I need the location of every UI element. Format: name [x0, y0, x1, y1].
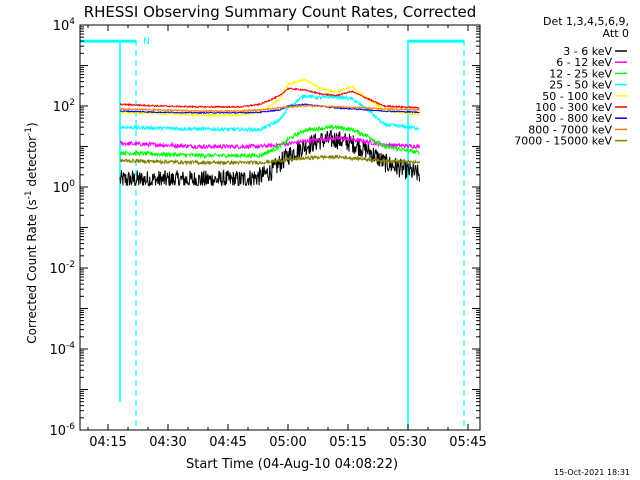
x-tick-label: 04:30	[149, 435, 186, 450]
x-tick-label: 05:15	[329, 435, 366, 450]
legend-label: 300 - 800 keV	[535, 112, 612, 125]
y-tick-label: 102	[53, 98, 75, 115]
legend-label: 800 - 7000 keV	[528, 123, 612, 136]
x-tick-label: 04:45	[209, 435, 246, 450]
y-tick-label: 10-2	[49, 260, 75, 277]
x-tick-label: 05:45	[449, 435, 486, 450]
legend-header-line2: Att 0	[603, 27, 629, 40]
series-lines	[119, 77, 421, 188]
legend-label: 50 - 100 keV	[542, 90, 612, 103]
y-label-exp1: -1	[24, 190, 34, 199]
legend-label: 7000 - 15000 keV	[514, 135, 612, 148]
y-label-suffix: )	[25, 122, 39, 127]
y-tick-label: 10-6	[49, 422, 75, 439]
legend-label: 3 - 6 keV	[563, 45, 612, 58]
y-tick-exponent: 4	[69, 17, 75, 27]
legend-label: 25 - 50 keV	[549, 79, 612, 92]
legend-label: 100 - 300 keV	[535, 101, 612, 114]
y-axis-label: Corrected Count Rate (s-1 detector-1)	[24, 122, 39, 343]
y-tick-exponent: -4	[66, 341, 75, 351]
series-300-800-kevline	[119, 103, 420, 115]
y-tick-base: 10	[49, 343, 66, 358]
flag-label: N	[143, 37, 150, 47]
series-800-7000-kevline	[119, 104, 420, 114]
y-tick-base: 10	[53, 181, 70, 196]
y-tick-exponent: 0	[69, 179, 75, 189]
y-label-exp2: -1	[24, 127, 34, 136]
y-tick-exponent: -6	[66, 422, 75, 432]
y-tick-base: 10	[53, 100, 70, 115]
y-tick-label: 104	[53, 17, 76, 34]
y-tick-base: 10	[49, 424, 66, 439]
y-tick-exponent: -2	[66, 260, 75, 270]
legend-label: 6 - 12 keV	[556, 56, 612, 69]
y-label-prefix: Corrected Count Rate (s	[25, 199, 39, 343]
series-6-12-kevline	[119, 134, 421, 150]
x-axis-label: Start Time (04-Aug-10 04:08:22)	[186, 457, 398, 472]
observation-markers: N	[80, 37, 465, 430]
x-tick-label: 05:00	[269, 435, 306, 450]
series-3-6-kevline	[119, 130, 421, 188]
x-tick-label: 04:15	[89, 435, 126, 450]
y-tick-base: 10	[53, 19, 70, 34]
footer-timestamp: 15-Oct-2021 18:31	[554, 468, 630, 477]
y-tick-exponent: 2	[69, 98, 75, 108]
y-tick-label: 100	[53, 179, 76, 196]
legend-header-line1: Det 1,3,4,5,6,9,	[543, 15, 629, 28]
axis-ticks: 04:15 04:30 04:45 05:00 05:15 05:30 05:4510-61…	[49, 17, 486, 450]
y-tick-base: 10	[49, 262, 66, 277]
legend-label: 12 - 25 keV	[549, 67, 612, 80]
chart-title: RHESSI Observing Summary Count Rates, Co…	[84, 3, 477, 21]
x-tick-label: 05:30	[389, 435, 426, 450]
series-100-300-kevline	[119, 86, 420, 110]
y-label-mid: detector	[25, 136, 39, 191]
series-7000-15000-kevline	[119, 154, 420, 167]
y-tick-label: 10-4	[49, 341, 75, 358]
series-12-25-kevline	[119, 124, 420, 159]
plot-frame	[79, 24, 481, 431]
